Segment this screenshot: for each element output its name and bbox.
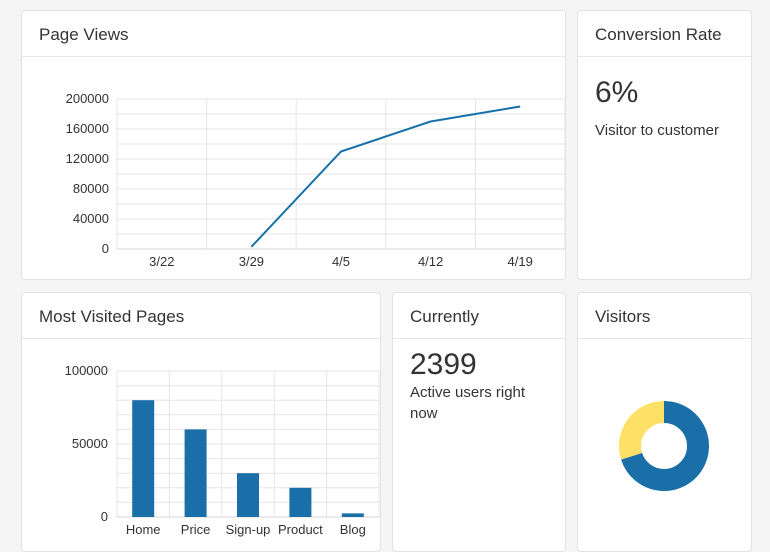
bar-sign-up	[237, 473, 259, 517]
most-visited-title: Most Visited Pages	[22, 293, 380, 339]
most-visited-chart: 0 50000 100000 Home Price Sign-up Product Blog	[65, 363, 380, 537]
bar-home	[132, 400, 155, 517]
y-tick-label: 80000	[73, 181, 109, 196]
conversion-rate-label: Visitor to customer	[595, 122, 719, 139]
y-tick-label: 160000	[66, 121, 109, 136]
page-views-panel: Page Views 0 40000 80000 120000 160000 200000…	[21, 10, 566, 280]
y-tick-label: 50000	[72, 436, 108, 451]
x-tick-label: Product	[278, 522, 323, 537]
conversion-rate-title: Conversion Rate	[578, 11, 751, 57]
active-users-label: Active users right now	[410, 384, 526, 422]
y-tick-label: 200000	[66, 91, 109, 106]
page-views-title: Page Views	[22, 11, 565, 57]
bar-product	[289, 487, 312, 517]
donut-slice-2	[619, 401, 709, 491]
x-tick-label: 3/22	[149, 254, 174, 269]
y-tick-label: 100000	[65, 363, 108, 378]
visitors-panel: Visitors	[577, 292, 752, 552]
y-tick-label: 0	[102, 241, 109, 256]
conversion-rate-panel: Conversion Rate 6% Visitor to customer	[577, 10, 752, 280]
x-tick-label: 4/19	[508, 254, 533, 269]
visitors-donut-chart	[619, 401, 709, 491]
x-tick-label: Price	[181, 522, 211, 537]
conversion-rate-value: 6%	[595, 76, 639, 109]
bar-blog	[341, 513, 364, 517]
x-tick-label: Sign-up	[226, 522, 271, 537]
x-tick-label: 4/5	[332, 254, 350, 269]
most-visited-panel: Most Visited Pages 0 50000 100000 Home Price…	[21, 292, 381, 552]
page-views-chart: 0 40000 80000 120000 160000 200000 3/22 3/29 4/5…	[66, 91, 565, 269]
currently-panel: Currently 2399 Active users right now	[392, 292, 566, 552]
y-tick-label: 0	[101, 509, 108, 524]
bar-price	[184, 429, 207, 517]
x-tick-label: Blog	[340, 522, 366, 537]
x-tick-label: 4/12	[418, 254, 443, 269]
y-tick-label: 120000	[66, 151, 109, 166]
visitors-title: Visitors	[578, 293, 751, 339]
y-tick-label: 40000	[73, 211, 109, 226]
x-tick-label: 3/29	[239, 254, 264, 269]
page-views-line	[250, 105, 521, 248]
x-tick-label: Home	[126, 522, 161, 537]
currently-title: Currently	[393, 293, 565, 339]
active-users-value: 2399	[410, 348, 477, 381]
